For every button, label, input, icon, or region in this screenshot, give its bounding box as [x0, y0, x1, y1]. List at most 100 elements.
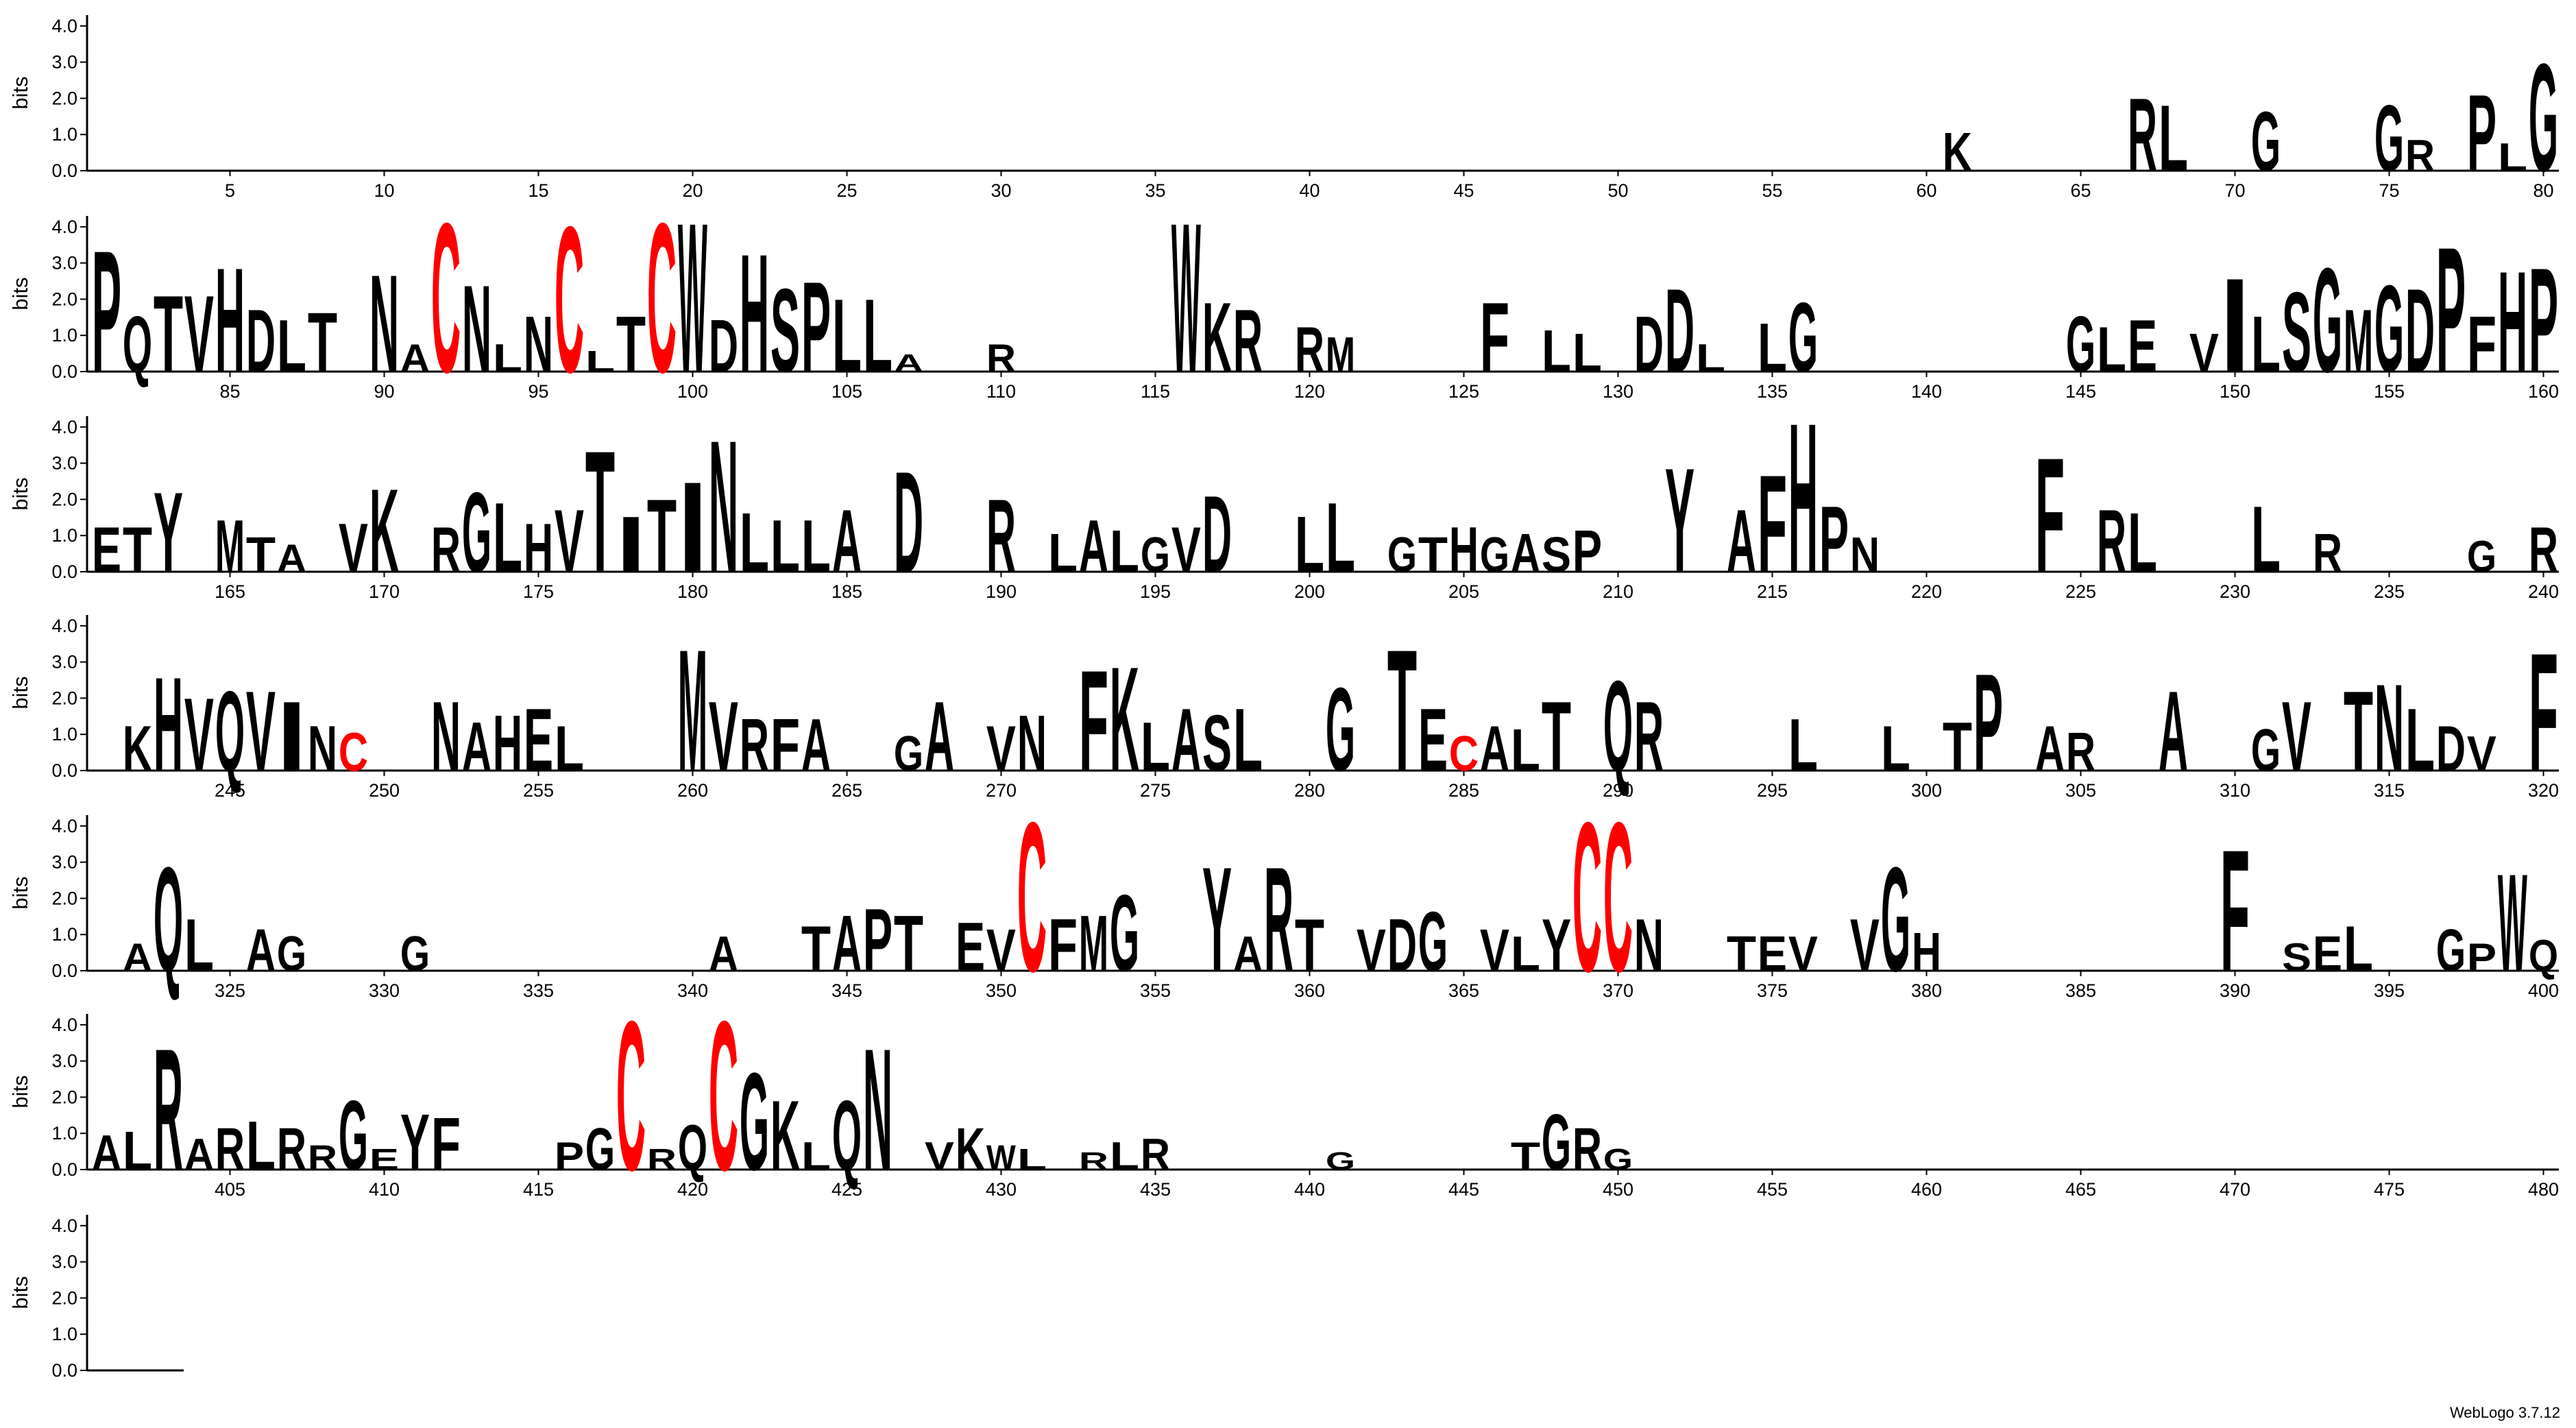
logo-letter: L — [801, 505, 831, 588]
y-tick-label: 0.0 — [51, 760, 77, 781]
footer: WebLogo 3.7.12 — [2450, 1404, 2560, 1421]
x-tick-label: 325 — [215, 980, 245, 1001]
logo-letter: E — [1418, 690, 1448, 790]
logo-letter: H — [1912, 921, 1941, 982]
x-tick-label: 480 — [2528, 1179, 2559, 1200]
y-tick-label: 3.0 — [51, 852, 77, 873]
logo-letter: N — [369, 246, 399, 402]
y-axis-label: bits — [8, 277, 32, 310]
logo-letter: T — [894, 899, 923, 988]
logo-letter: P — [863, 890, 892, 990]
logo-letter: V — [246, 668, 276, 795]
logo-letter: F — [770, 704, 800, 787]
logo-letter: G — [1603, 1143, 1633, 1176]
x-tick-label: 105 — [831, 381, 862, 402]
logo-letter: R — [1295, 313, 1324, 385]
logo-letter: G — [1480, 527, 1509, 583]
x-tick-label: 345 — [831, 980, 862, 1001]
logo-letter: G — [2251, 718, 2281, 784]
x-tick-label: 160 — [2528, 381, 2559, 402]
logo-letter: Q — [123, 301, 152, 389]
logo-letter: V — [184, 676, 214, 793]
logo-letter: D — [1665, 263, 1694, 397]
logo-letter: K — [369, 463, 399, 597]
x-tick-label: 240 — [2528, 581, 2559, 602]
x-tick-label: 50 — [1607, 180, 1628, 201]
logo-letter: F — [2035, 424, 2065, 607]
logo-letter: G — [1110, 873, 1139, 995]
logo-letter: G — [1387, 527, 1417, 583]
logo-letter: A — [277, 537, 306, 581]
logo-letter: R — [1264, 836, 1293, 1003]
x-tick-label: 130 — [1603, 381, 1633, 402]
logo-letter: L — [123, 1120, 152, 1181]
x-tick-label: 390 — [2220, 980, 2250, 1001]
logo-letter: G — [1542, 1099, 1571, 1187]
logo-letter: G — [1141, 527, 1170, 583]
logo-letter: R — [431, 513, 461, 585]
logo-letter: T — [585, 416, 615, 609]
logo-letter: R — [740, 703, 769, 786]
logo-letter: V — [1171, 514, 1201, 586]
logo-letter: V — [1850, 903, 1880, 987]
logo-letter: L — [2498, 134, 2527, 179]
y-tick-label: 2.0 — [51, 1287, 77, 1308]
logo-letter: G — [1326, 664, 1355, 797]
x-tick-label: 55 — [1762, 180, 1782, 201]
x-tick-label: 430 — [986, 1179, 1017, 1200]
x-tick-label: 205 — [1448, 581, 1479, 602]
y-tick-label: 2.0 — [51, 489, 77, 509]
logo-letter: A — [400, 337, 430, 380]
logo-letter: L — [1017, 1143, 1047, 1176]
logo-letter: L — [2405, 690, 2435, 790]
x-tick-label: 280 — [1294, 780, 1325, 801]
x-tick-label: 30 — [991, 180, 1011, 201]
logo-letter: R — [2529, 513, 2558, 585]
logo-letter: K — [956, 1115, 985, 1183]
logo-letter: N — [709, 402, 738, 613]
x-tick-label: 470 — [2220, 1179, 2250, 1200]
logo-letter: E — [2313, 926, 2342, 982]
logo-letter: H — [2498, 241, 2527, 402]
x-tick-label: 400 — [2528, 980, 2559, 1001]
logo-letter: H — [215, 237, 245, 404]
logo-letter: F — [1758, 447, 1787, 602]
y-tick-label: 4.0 — [51, 816, 77, 836]
x-tick-label: 150 — [2220, 381, 2250, 402]
logo-letter: L — [1048, 522, 1078, 583]
logo-letter: L — [184, 904, 214, 987]
logo-letter: T — [1542, 681, 1571, 792]
logo-letter: V — [1480, 918, 1509, 984]
logo-letter: P — [2467, 72, 2496, 194]
logo-letter: H — [524, 509, 553, 587]
y-tick-label: 1.0 — [51, 1324, 77, 1344]
logo-letter: M — [2344, 291, 2373, 391]
x-tick-label: 465 — [2065, 1179, 2096, 1200]
x-tick-label: 70 — [2224, 180, 2245, 201]
y-tick-label: 4.0 — [51, 16, 77, 36]
x-tick-label: 145 — [2065, 381, 2096, 402]
logo-letter: T — [1295, 904, 1324, 987]
logo-letter: F — [2529, 618, 2558, 807]
x-tick-label: 180 — [677, 581, 708, 602]
logo-letter: L — [1295, 500, 1324, 589]
logo-letter: G — [2374, 86, 2404, 191]
x-tick-label: 200 — [1294, 581, 1325, 602]
logo-letter: C — [339, 721, 368, 782]
logo-letter: A — [1233, 927, 1263, 982]
x-tick-label: 20 — [682, 180, 703, 201]
logo-letter: N — [308, 712, 337, 784]
y-tick-label: 0.0 — [51, 361, 77, 382]
logo-letter: L — [801, 1133, 831, 1178]
y-tick-label: 2.0 — [51, 88, 77, 108]
y-axis-label: bits — [8, 1075, 32, 1108]
logo-letter: T — [1511, 1133, 1540, 1178]
logo-letter: N — [863, 1013, 892, 1208]
logo-letter: L — [585, 346, 615, 378]
y-tick-label: 2.0 — [51, 1087, 77, 1107]
x-tick-label: 140 — [1911, 381, 1942, 402]
y-tick-label: 3.0 — [51, 1051, 77, 1072]
logo-letter: G — [1418, 895, 1448, 989]
